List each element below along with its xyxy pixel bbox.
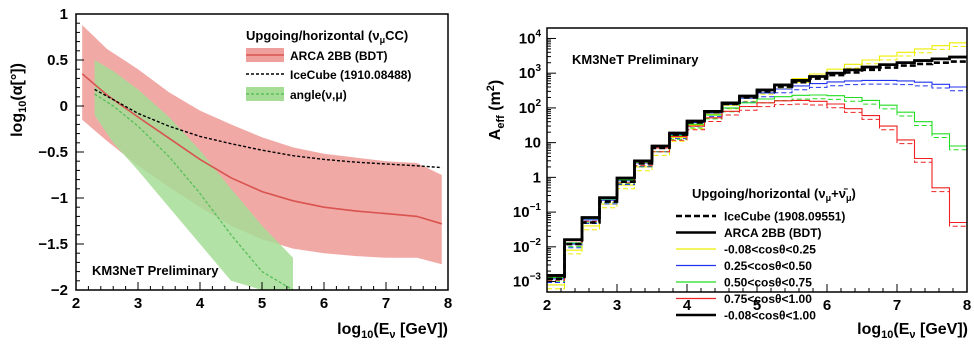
y-tick-label: −2: [51, 282, 68, 299]
y-tick-label: 104: [519, 28, 542, 47]
legend-label-0: IceCube (1908.09551): [724, 210, 845, 224]
band-angle: [94, 60, 293, 290]
legend-label-3: 0.25<cosθ<0.50: [724, 259, 812, 273]
y-tick-label: 10−2: [513, 237, 542, 256]
y-tick-label: 0.5: [47, 52, 68, 69]
x-axis-title: log10(Eν [GeV]): [337, 321, 448, 341]
legend: Upgoing/horizontal (νμCC) ARCA 2BB (BDT)…: [246, 28, 411, 102]
y-tick-label: 1: [60, 6, 68, 23]
x-tick-label: 5: [258, 295, 266, 312]
x-tick-label: 2: [543, 297, 551, 314]
y-tick-label: 10: [524, 135, 541, 152]
legend-label-2: -0.08<cosθ<0.25: [724, 243, 816, 257]
x-tick-label: 4: [683, 297, 692, 314]
series-step-6: [547, 55, 967, 277]
x-tick-label: 6: [823, 297, 831, 314]
y-tick-label: 10−1: [513, 202, 542, 221]
preliminary-label: KM3NeT Preliminary: [92, 263, 219, 278]
y-tick-label: −0.5: [38, 144, 68, 161]
y-tick-label: −1.5: [38, 236, 68, 253]
legend-label-arca: ARCA 2BB (BDT): [290, 49, 388, 63]
y-tick-label: 102: [519, 98, 542, 117]
legend: Upgoing/horizontal (νμ+ν̄μ) IceCube (190…: [676, 186, 856, 323]
y-tick-label: −1: [51, 190, 68, 207]
angular-resolution-chart: 2 3 4 5 6 7 8 1 0.5 0 −0.5 −1 −1.5 −2 log10(α[°]) log…: [9, 6, 452, 341]
x-axis-title: log10(Eν [GeV]): [857, 321, 968, 341]
x-tick-label: 4: [196, 295, 205, 312]
y-tick-label: 103: [519, 63, 542, 82]
legend-title: Upgoing/horizontal (νμCC): [246, 28, 408, 45]
x-tick-label: 3: [134, 295, 142, 312]
legend-label-angle: angle(ν,μ): [290, 88, 347, 102]
preliminary-label: KM3NeT Preliminary: [572, 52, 699, 67]
legend-label-5: 0.75<cosθ<1.00: [724, 292, 812, 306]
y-axis-title: Aeff (m2): [485, 80, 507, 140]
legend-label-6: -0.08<cosθ<1.00: [724, 309, 816, 323]
x-tick-label: 5: [753, 297, 761, 314]
x-tick-label: 6: [320, 295, 328, 312]
x-tick-label: 8: [444, 295, 452, 312]
legend-label-4: 0.50<cosθ<0.75: [724, 276, 812, 290]
x-tick-label: 3: [613, 297, 621, 314]
y-tick-label: 1: [533, 169, 541, 186]
legend-swatch-angle: [246, 87, 284, 101]
legend-label-1: ARCA 2BB (BDT): [724, 226, 822, 240]
legend-title: Upgoing/horizontal (νμ+ν̄μ): [692, 186, 856, 203]
series-line-angle: [94, 93, 294, 291]
x-tick-label: 2: [72, 295, 80, 312]
series-line-arca: [81, 73, 443, 225]
y-axis-title: log10(α[°]): [9, 63, 29, 137]
y-tick-label: 0: [60, 98, 68, 115]
band-arca: [82, 25, 442, 265]
y-tick-label: 10−3: [513, 272, 542, 291]
legend-label-icecube: IceCube (1910.08488): [290, 68, 411, 82]
x-tick-label: 7: [893, 297, 901, 314]
x-tick-label: 7: [382, 295, 390, 312]
x-tick-label: 8: [963, 297, 971, 314]
